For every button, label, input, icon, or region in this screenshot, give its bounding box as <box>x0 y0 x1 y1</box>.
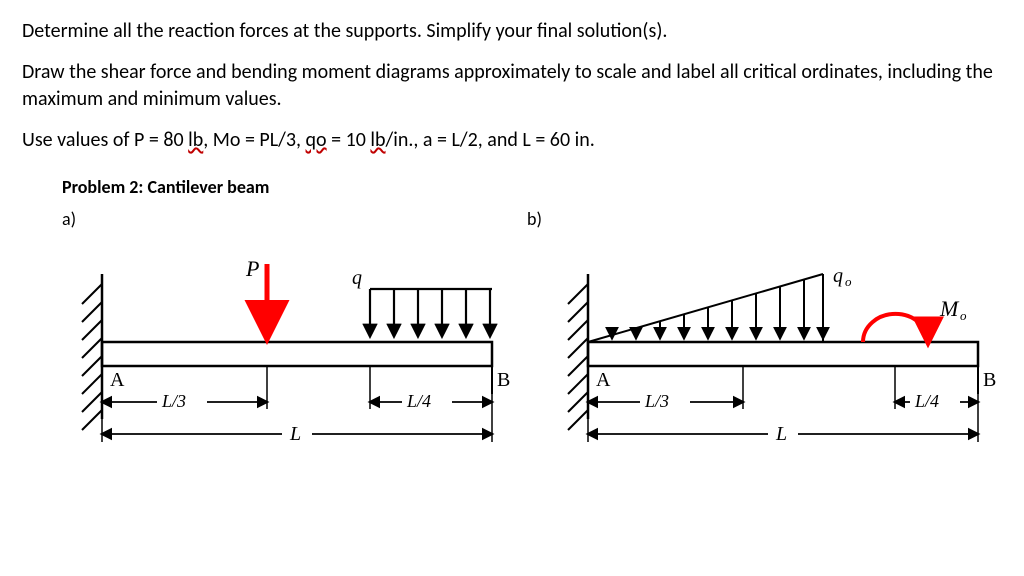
para-2: Draw the shear force and bending moment … <box>22 59 1002 113</box>
p3-c: , Mo = PL/3, <box>203 128 305 152</box>
svg-text:q: q <box>352 267 362 289</box>
p3-d-squiggle: qo <box>306 128 327 152</box>
p3-e: = 10 <box>327 128 371 152</box>
svg-text:M: M <box>939 296 960 321</box>
svg-text:o: o <box>845 274 852 289</box>
para-1: Determine all the reaction forces at the… <box>22 18 1002 45</box>
p3-b-squiggle: lb <box>188 128 203 152</box>
svg-text:L: L <box>289 423 301 445</box>
p3-f-squiggle: lb <box>370 128 385 152</box>
diagram-a: P q A B <box>62 234 512 474</box>
p3-a: Use values of P = 80 <box>22 128 188 152</box>
svg-text:L/4: L/4 <box>914 391 939 411</box>
diagram-b: q o M o A B L/3 L/4 <box>548 234 998 474</box>
svg-text:A: A <box>596 369 611 391</box>
svg-text:q: q <box>833 265 843 287</box>
svg-text:L/3: L/3 <box>161 391 186 411</box>
para-3: Use values of P = 80 lb, Mo = PL/3, qo =… <box>22 127 1002 154</box>
svg-text:L: L <box>775 423 787 445</box>
label-a: a) <box>62 208 527 230</box>
svg-text:L/3: L/3 <box>644 391 669 411</box>
problem-title: Problem 2: Cantilever beam <box>62 176 1002 198</box>
svg-text:P: P <box>245 256 259 281</box>
p3-g: /in., a = L/2, and L = 60 in. <box>386 128 595 152</box>
svg-text:L/4: L/4 <box>406 391 431 411</box>
label-b: b) <box>527 208 542 230</box>
svg-text:B: B <box>983 369 996 391</box>
svg-text:B: B <box>497 369 510 391</box>
svg-text:A: A <box>110 369 125 391</box>
svg-text:o: o <box>960 308 967 323</box>
